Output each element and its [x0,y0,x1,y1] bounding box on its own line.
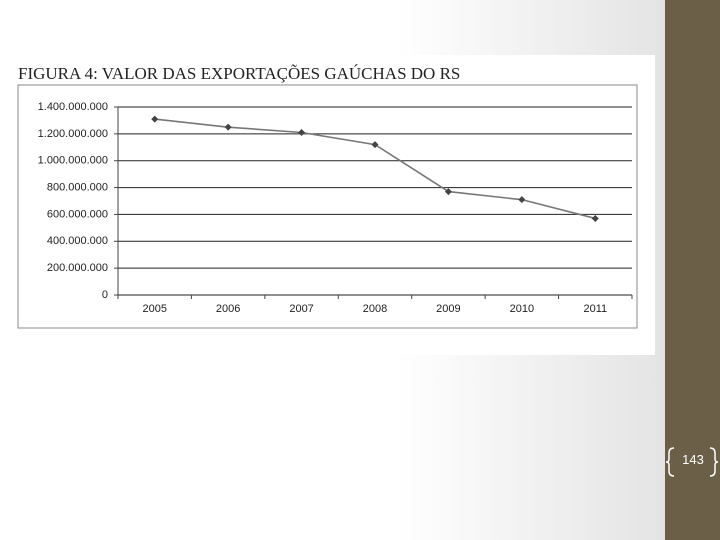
data-point [298,129,306,137]
y-tick-label: 800.000.000 [47,181,108,193]
x-tick-label: 2009 [436,303,460,315]
data-point [444,188,452,196]
page-number: 143 [682,452,704,467]
x-tick-label: 2008 [363,303,387,315]
x-tick-label: 2005 [142,303,166,315]
x-tick-label: 2011 [583,303,607,315]
y-tick-label: 200.000.000 [47,262,108,274]
x-tick-label: 2007 [289,303,313,315]
y-tick-label: 1.200.000.000 [38,128,108,140]
y-tick-label: 600.000.000 [47,208,108,220]
chart-background [15,55,655,355]
side-bar [665,0,720,540]
x-tick-label: 2010 [510,303,534,315]
data-point [591,214,599,222]
x-tick-label: 2006 [216,303,240,315]
data-point [224,123,232,131]
page-number-bracket [665,447,719,477]
chart-title: FIGURA 4: VALOR DAS EXPORTAÇÕES GAÚCHAS … [18,64,460,83]
data-point [151,115,159,123]
data-point [518,196,526,204]
chart-frame [17,84,638,329]
y-tick-label: 400.000.000 [47,235,108,247]
y-tick-label: 1.400.000.000 [38,101,108,113]
y-tick-label: 1.000.000.000 [38,155,108,167]
data-point [371,141,379,149]
y-tick-label: 0 [102,289,108,301]
